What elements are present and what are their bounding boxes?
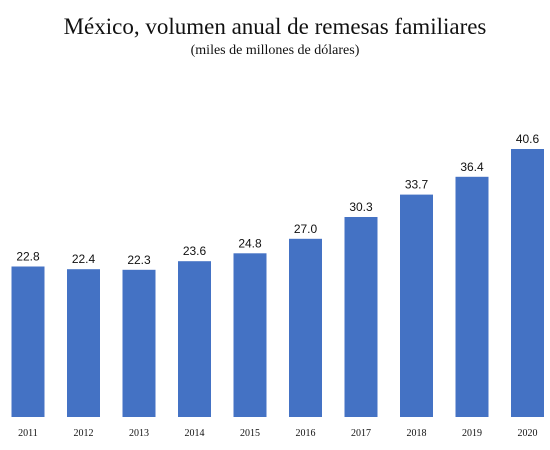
value-label-2012: 22.4 xyxy=(72,252,96,266)
x-tick-2014: 2014 xyxy=(185,428,205,439)
chart-subtitle: (miles de millones de dólares) xyxy=(190,43,360,58)
bar-2011 xyxy=(11,266,45,417)
bar-2012 xyxy=(67,269,100,417)
value-label-2015: 24.8 xyxy=(238,236,262,250)
value-label-2017: 30.3 xyxy=(349,200,373,214)
x-tick-2015: 2015 xyxy=(240,428,260,439)
value-labels: 22.8 22.4 22.3 23.6 24.8 27.0 30.3 33.7 36.4 40.6 xyxy=(16,132,539,267)
x-tick-2019: 2019 xyxy=(462,428,482,439)
x-tick-2013: 2013 xyxy=(129,428,149,439)
x-tick-2018: 2018 xyxy=(407,428,427,439)
x-tick-2016: 2016 xyxy=(296,428,316,439)
x-tick-labels: 2011 2012 2013 2014 2015 2016 2017 2018 2019 2020 xyxy=(18,428,537,439)
bar-2013 xyxy=(122,269,156,417)
value-label-2011: 22.8 xyxy=(16,250,40,264)
x-tick-2012: 2012 xyxy=(74,428,94,439)
bars xyxy=(11,149,544,417)
bar-2019 xyxy=(455,176,489,417)
bar-2016 xyxy=(289,238,322,417)
value-label-2020: 40.6 xyxy=(516,132,540,146)
bar-2015 xyxy=(233,253,267,417)
value-label-2016: 27.0 xyxy=(294,222,318,236)
value-label-2019: 36.4 xyxy=(460,160,484,174)
bar-2020 xyxy=(511,149,544,417)
x-tick-2017: 2017 xyxy=(351,428,371,439)
value-label-2013: 22.3 xyxy=(127,253,151,267)
value-label-2018: 33.7 xyxy=(405,178,429,192)
bar-2017 xyxy=(344,217,378,417)
x-tick-2020: 2020 xyxy=(518,428,538,439)
value-label-2014: 23.6 xyxy=(183,244,207,258)
bar-2018 xyxy=(400,194,433,417)
bar-2014 xyxy=(178,261,211,417)
x-tick-2011: 2011 xyxy=(18,428,38,439)
chart-title: México, volumen anual de remesas familia… xyxy=(63,14,487,39)
